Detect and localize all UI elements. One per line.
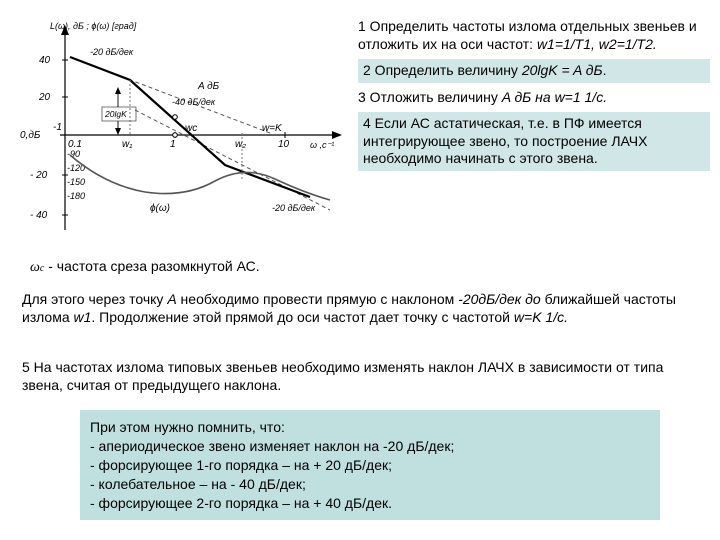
svg-text:20lgK: 20lgK xyxy=(104,109,127,119)
svg-text:-20 дБ/дек: -20 дБ/дек xyxy=(90,47,134,57)
svg-text:ϕ(ω): ϕ(ω) xyxy=(150,203,170,214)
p1i4: w=K 1/с. xyxy=(514,309,568,325)
svg-text:-20 дБ/дек: -20 дБ/дек xyxy=(272,203,316,213)
step4-text: 4 Если АС астатическая, т.е. в ПФ имеетс… xyxy=(363,115,647,166)
step-2: 2 Определить величину 20lgK = A дБ. xyxy=(358,59,710,83)
p1i2: -20дБ/дек до xyxy=(458,291,541,307)
bottom-l4: - форсирующее 2-го порядка – на + 40 дБ/… xyxy=(90,494,650,513)
svg-text:w₁: w₁ xyxy=(122,139,132,150)
p1i3: w1 xyxy=(74,309,92,325)
step2-a: 2 Определить величину xyxy=(363,62,522,78)
step1-italic: w1=1/T1, w2=1/T2. xyxy=(537,36,657,52)
svg-text:-40 дБ/дек: -40 дБ/дек xyxy=(172,97,216,107)
phase-line xyxy=(70,155,330,200)
bottom-box: При этом нужно помнить, что: - апериодич… xyxy=(80,410,660,520)
svg-text:-180: -180 xyxy=(67,191,85,201)
bottom-l2: - форсирующее 1-го порядка – на + 20 дБ/… xyxy=(90,456,650,475)
y-label: L(ω), дБ ; ϕ(ω) [град] xyxy=(50,21,137,31)
chart-caption: ωc - частота среза разомкнутой АС. xyxy=(30,258,260,276)
caption-rest: - частота среза разомкнутой АС. xyxy=(48,258,259,274)
x-tick-1: 1 xyxy=(170,139,176,150)
step-4: 4 Если АС астатическая, т.е. в ПФ имеетс… xyxy=(358,112,710,171)
p1i1: A xyxy=(167,291,176,307)
svg-text:-1: -1 xyxy=(53,122,62,133)
svg-text:-150: -150 xyxy=(67,177,85,187)
p1b: необходимо провести прямую с наклоном xyxy=(177,291,459,307)
svg-text:w=K: w=K xyxy=(262,123,283,134)
x-tick-10: 10 xyxy=(278,139,290,150)
y-tick-n40: - 40 xyxy=(30,210,48,221)
svg-text:A дБ: A дБ xyxy=(197,81,220,92)
steps-column: 1 Определить частоты излома отдельных зв… xyxy=(358,18,710,177)
x-label: ω ,с⁻¹ xyxy=(310,140,334,150)
y-tick-n20: - 20 xyxy=(30,170,48,181)
svg-text:wc: wc xyxy=(185,123,197,134)
y-tick-40: 40 xyxy=(39,55,51,66)
svg-text:w₂: w₂ xyxy=(235,139,246,150)
p1d: . Продолжение этой прямой до оси частот … xyxy=(91,309,514,325)
step3-italic: A дБ на w=1 1/с. xyxy=(502,89,607,105)
bottom-l3: - колебательное – на - 40 дБ/дек; xyxy=(90,475,650,494)
bottom-l1: - апериодическое звено изменяет наклон н… xyxy=(90,437,650,456)
bode-chart: 40 20 0,дБ - 20 - 40 0.1 1 10 ω ,с⁻¹ L(ω… xyxy=(10,15,350,245)
para-2: 5 На частотах излома типовых звеньев нео… xyxy=(22,358,702,394)
bode-svg: 40 20 0,дБ - 20 - 40 0.1 1 10 ω ,с⁻¹ L(ω… xyxy=(10,15,350,255)
y-tick-20: 20 xyxy=(38,92,51,103)
step2-b: . xyxy=(603,62,607,78)
para-1: Для этого через точку A необходимо прове… xyxy=(22,290,702,326)
step-3: 3 Отложить величину A дБ на w=1 1/с. xyxy=(358,89,710,107)
p1a: Для этого через точку xyxy=(22,291,167,307)
bottom-title: При этом нужно помнить, что: xyxy=(90,418,650,437)
step2-italic: 20lgK = A дБ xyxy=(522,62,603,78)
p2: 5 На частотах излома типовых звеньев нео… xyxy=(22,359,663,393)
y-tick-0: 0,дБ xyxy=(20,130,41,141)
dash-slope-2 xyxy=(135,110,330,210)
step-1: 1 Определить частоты излома отдельных зв… xyxy=(358,18,710,53)
step3-a: 3 Отложить величину xyxy=(358,89,502,105)
